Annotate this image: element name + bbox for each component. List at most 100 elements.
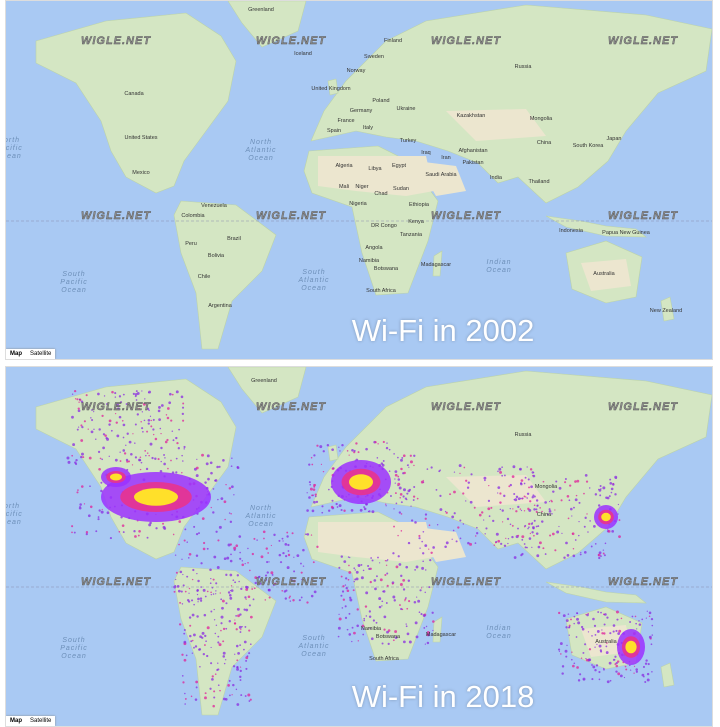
hotspot-dot — [385, 564, 388, 566]
ocean-label: North Atlantic Ocean — [245, 139, 277, 162]
hotspot-dot — [134, 442, 136, 444]
hotspot-dot — [579, 673, 582, 676]
country-label: Spain — [326, 128, 342, 134]
hotspot-dot — [587, 631, 590, 633]
hotspot-dot — [351, 448, 354, 452]
hotspot-dot — [71, 531, 73, 534]
map-type-button[interactable]: Satellite — [30, 718, 52, 724]
hotspot-dot — [338, 504, 342, 508]
country-label: Afghanistan — [458, 148, 488, 154]
hotspot-dot — [201, 517, 205, 520]
hotspot-dot — [492, 519, 495, 523]
hotspot-dot — [513, 498, 515, 501]
hotspot-dot — [80, 455, 83, 459]
hotspot-dot — [409, 460, 413, 464]
hotspot-dot — [235, 544, 239, 547]
hotspot-dot — [217, 539, 220, 542]
hotspot-dot — [287, 550, 290, 552]
map-type-button[interactable]: Satellite — [30, 351, 52, 357]
hotspot-dot — [146, 407, 150, 410]
map-type-control: Map Satellite — [6, 349, 56, 359]
hotspot-dot — [271, 573, 274, 576]
hotspot-dot — [108, 419, 112, 423]
hotspot-dot — [594, 634, 597, 636]
hotspot-dot — [210, 610, 213, 613]
hotspot-dot — [220, 598, 223, 601]
hotspot-dot — [530, 485, 533, 489]
hotspot-dot — [215, 593, 217, 595]
hotspot-dot — [313, 483, 316, 487]
hotspot-dot — [249, 615, 253, 619]
hotspot-dot — [372, 619, 375, 622]
hotspot-dot — [72, 443, 76, 447]
map-type-button[interactable]: Map — [10, 351, 22, 357]
hotspot-dot — [239, 557, 242, 560]
hotspot-dot — [615, 664, 619, 668]
hotspot-dot — [313, 454, 316, 457]
hotspot-dot — [365, 591, 369, 595]
hotspot-dot — [624, 665, 627, 668]
hotspot-dot — [346, 628, 349, 631]
hotspot-dot — [140, 420, 142, 423]
hotspot-dot — [121, 524, 125, 527]
hotspot-dot — [642, 665, 645, 668]
hotspot-dot — [565, 619, 569, 622]
hotspot-dot — [561, 672, 564, 675]
hotspot-dot — [432, 629, 434, 632]
hotspot-dot — [222, 655, 226, 658]
hotspot-dot — [193, 646, 195, 649]
hotspot-dot — [388, 470, 391, 473]
hotspot-dot — [251, 552, 255, 556]
hotspot-dot — [228, 512, 231, 514]
hotspot-dot — [239, 669, 242, 673]
hotspot-dot — [382, 460, 385, 462]
hotspot-dot — [215, 624, 218, 626]
hotspot-dot — [644, 680, 647, 683]
hotspot-dot — [97, 516, 100, 518]
hotspot-dot — [400, 513, 403, 515]
hotspot-dot — [359, 508, 363, 512]
hotspot-dot — [98, 509, 101, 512]
hotspot-dot — [497, 486, 501, 490]
hotspot-dot — [589, 520, 591, 522]
hotspot-dot — [645, 617, 647, 619]
hotspot-dot — [185, 654, 188, 657]
hotspot-dot — [201, 453, 205, 457]
hotspot-dot — [183, 658, 187, 662]
map-type-button[interactable]: Map — [10, 718, 22, 724]
ocean-label: South Atlantic Ocean — [298, 635, 330, 658]
hotspot-dot — [478, 513, 482, 517]
hotspot-dot — [264, 574, 268, 577]
hotspot-dot — [597, 504, 601, 507]
hotspot-dot — [344, 584, 347, 586]
hotspot-dot — [348, 633, 352, 636]
hotspot-dot — [262, 530, 266, 534]
landmass — [227, 1, 307, 48]
hotspot-dot — [227, 684, 230, 687]
hotspot-dot — [202, 547, 206, 551]
hotspot-dot — [311, 509, 315, 513]
hotspot-dot — [576, 617, 579, 621]
hotspot-dot — [234, 619, 236, 621]
hotspot-dot — [182, 584, 185, 587]
hotspot-dot — [598, 678, 601, 681]
hotspot-dot — [181, 454, 183, 457]
hotspot-dot — [374, 587, 377, 591]
hotspot-dot — [89, 505, 93, 509]
hotspot-dot — [311, 494, 313, 497]
hotspot-dot — [398, 511, 402, 514]
hotspot-dot — [549, 534, 552, 537]
hotspot-dot — [235, 615, 238, 617]
hotspot-dot — [636, 628, 638, 630]
hotspot-dot — [609, 632, 612, 635]
hotspot-dot — [392, 639, 395, 642]
hotspot-dot — [146, 452, 149, 454]
hotspot-dot — [567, 613, 570, 615]
watermark: WIGLE.NET — [80, 401, 152, 413]
hotspot-dot — [220, 629, 222, 632]
country-label: China — [536, 512, 552, 518]
hotspot-dot — [572, 664, 575, 668]
hotspot-dot — [435, 488, 438, 491]
hotspot-dot — [126, 432, 129, 435]
hotspot-dot — [171, 393, 174, 396]
